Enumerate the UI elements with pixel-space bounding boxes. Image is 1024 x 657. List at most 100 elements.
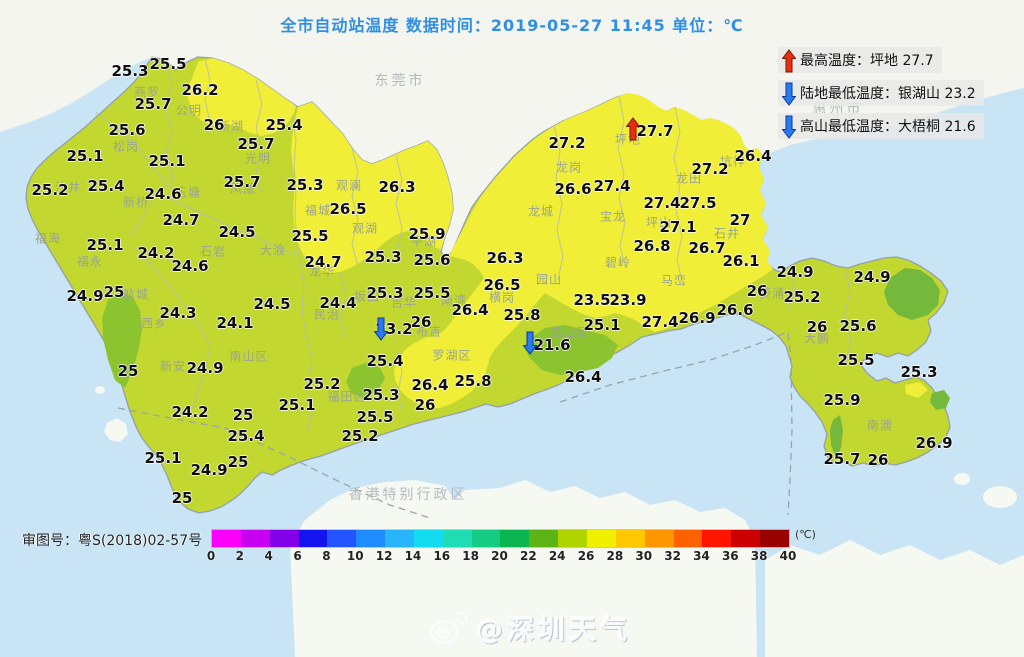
station-temperature: 26 (806, 318, 828, 336)
station-temperature: 25.3 (111, 62, 149, 80)
island (95, 386, 105, 394)
colorbar-segment (471, 530, 501, 547)
district-label: 宝龙 (599, 209, 627, 224)
district-label: 马峦 (660, 273, 688, 288)
district-label: 南湾 (440, 293, 468, 308)
district-label: 航城 (122, 287, 150, 302)
colorbar-segment (673, 530, 703, 547)
district-label: 平湖 (410, 234, 438, 249)
district-label: 龙城 (527, 204, 555, 219)
dongguan-landmass (0, 0, 690, 258)
station-temperature: 24.9 (776, 263, 814, 281)
colorbar-tick-label: 26 (577, 549, 595, 563)
colorbar-segment (586, 530, 616, 547)
colorbar-tick-label: 20 (491, 549, 508, 563)
station-temperature: 26.1 (722, 252, 760, 270)
district-label: 福田区 (327, 389, 367, 404)
station-temperature: 26 (410, 313, 432, 331)
watermark: @深圳天气 (428, 608, 631, 647)
district-label: 新桥 (122, 195, 150, 210)
district-label: 横岗 (488, 290, 516, 305)
island (954, 473, 970, 485)
district-label: 松岗 (112, 139, 140, 154)
station-temperature: 25.7 (237, 135, 275, 153)
district-label: 新湖 (217, 119, 245, 134)
station-temperature: 25.2 (783, 288, 821, 306)
colorbar-tick-label: 32 (664, 549, 681, 563)
colorbar-tick-label: 8 (322, 549, 331, 563)
station-temperature: 27.5 (679, 194, 717, 212)
district-label: 罗湖区 (432, 348, 472, 363)
colorbar-tick-label: 6 (293, 549, 302, 563)
hill-zone-wutongshan (524, 325, 618, 375)
station-temperature: 26.5 (329, 200, 367, 218)
colorbar-tick-label: 34 (693, 549, 710, 563)
district-label: 坂田 (353, 289, 381, 304)
station-temperature: 26.4 (734, 147, 772, 165)
station-temperature: 25 (103, 283, 125, 301)
station-temperature: 25.4 (87, 177, 125, 195)
district-label: 沙井 (54, 180, 82, 195)
station-temperature: 24.6 (144, 185, 182, 203)
map-approval-number: 审图号：粤S(2018)02-57号 (22, 533, 203, 549)
station-temperature: 27.4 (643, 194, 681, 212)
colorbar-tick-label: 22 (519, 549, 537, 563)
station-temperature: 26.3 (378, 178, 416, 196)
station-temperature: 26 (414, 396, 436, 414)
district-label: 吉华 (390, 295, 418, 310)
colorbar-segment (212, 530, 241, 547)
station-temperature: 25.9 (408, 225, 446, 243)
station-temperature: 24.4 (319, 294, 357, 312)
colorbar-segment (327, 530, 357, 547)
colorbar-tick-label: 18 (462, 549, 479, 563)
district-label: 福永 (76, 254, 104, 269)
hot-zone-longgang-pingshan-luohu (394, 93, 773, 408)
district-label: 福海 (34, 231, 62, 246)
down-arrow-icon (781, 82, 797, 106)
station-temperature: 24.1 (216, 314, 254, 332)
colorbar-segment (644, 530, 674, 547)
station-temperature: 26 (203, 116, 225, 134)
station-temperature: 26.4 (451, 301, 489, 319)
station-temperature: 25.3 (900, 363, 938, 381)
district-label: 葵涌 (758, 286, 786, 301)
station-temperature: 26.4 (564, 368, 602, 386)
district-label: 坪山 (645, 215, 673, 230)
district-label: 新安 (159, 359, 187, 374)
station-temperature: 26.6 (554, 180, 592, 198)
station-temperature: 27.1 (659, 218, 697, 236)
station-temperature: 24.2 (171, 403, 209, 421)
station-temperature: 25.1 (583, 316, 621, 334)
district-label: 坑梓 (719, 154, 747, 169)
district-label: 龙华 (308, 264, 336, 279)
station-temperature: 27.2 (691, 160, 729, 178)
station-temperature: 25.8 (454, 372, 492, 390)
district-label: 观澜 (335, 178, 363, 193)
station-temperature: 23.5 (573, 291, 611, 309)
district-label: 龙岗 (555, 160, 583, 175)
district-label: 石井 (713, 226, 741, 241)
station-temperature: 26 (867, 451, 889, 469)
station-temperature: 25.6 (839, 317, 877, 335)
station-temperature: 25 (117, 362, 139, 380)
legend-row: 最高温度：坪地 27.7 (778, 47, 942, 73)
district-label: 龙田 (675, 171, 703, 186)
colorbar-tick-label: 2 (235, 549, 245, 563)
district-label: 南澳 (866, 418, 894, 433)
colorbar-segment (298, 530, 328, 547)
station-temperature: 25.3 (362, 386, 400, 404)
district-label: 布吉 (415, 324, 443, 339)
district-label: 西乡 (140, 316, 168, 331)
island (104, 418, 128, 442)
min-temp-arrow-icon (373, 317, 389, 341)
colorbar-tick-label: 30 (635, 549, 653, 563)
station-temperature: 27.4 (641, 313, 679, 331)
colorbar-tick-label: 28 (606, 549, 624, 563)
colorbar-segments (211, 529, 790, 548)
station-temperature: 26.7 (688, 239, 726, 257)
station-temperature: 24.5 (253, 295, 291, 313)
hongkong-landmass (290, 480, 757, 657)
station-temperature: 26.3 (486, 249, 524, 267)
max-temp-arrow-icon (625, 117, 641, 141)
colorbar-segment (413, 530, 443, 547)
